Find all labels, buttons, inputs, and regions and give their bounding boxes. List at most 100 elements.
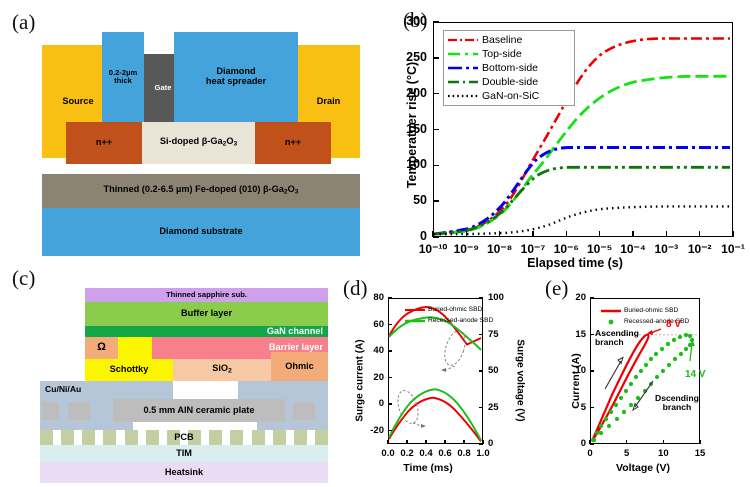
legend-label-buried-ohmic-e: Buried-ohmic SBD [624,307,679,314]
pcb-via [272,430,286,445]
y-tick-right-mark [479,333,483,336]
panel-d-label: (d) [343,276,368,300]
gan-channel-label: GaN channel [266,325,323,336]
legend-item-top-side: Top-side [444,47,574,61]
legend-item-baseline: Baseline [444,33,574,47]
heatsink-layer: Heatsink [40,462,328,483]
x-tick-label: 10⁻⁵ [586,242,613,256]
y-tick-label: 80 [373,292,384,303]
current-annotation-ellipse [397,390,419,424]
tim-layer-label: TIM [176,447,192,458]
ain-row-bg2 [40,422,133,430]
legend-item-buried-ohmic-e: Buried-ohmic SBD [601,305,689,316]
x-tick-label: 10⁻⁶ [553,242,579,256]
y-tick-mark [433,236,439,238]
arrow-8v [650,328,662,334]
ain-pad-right-inner [293,402,315,420]
x-tick-mark [432,231,434,237]
arrowhead-descending [632,402,639,412]
schottky-contact-label: Schottky [109,364,149,375]
arrow-descending [634,380,654,408]
x-tick-label: 0 [587,448,593,459]
si-doped-channel-label: Si-doped β-Ga2O3 [159,136,238,148]
ain-row-bg3 [257,422,328,430]
voltage-8v-annotation: 8 V [666,319,682,330]
panel-e-y-axis-title: Current (A) [570,353,582,409]
x-tick-label: 0.0 [381,448,395,459]
x-tick-mark [425,440,427,444]
x-tick-label: 10⁻⁷ [520,242,546,256]
y-tick-mark [388,376,392,379]
series-baseline-curve [433,37,730,236]
arrow-ascending [604,360,622,390]
gan-channel: GaN channel [85,326,328,337]
legend-label-baseline: Baseline [482,34,523,46]
panel-b-legend: Baseline Top-side Bottom-side Double-sid… [443,30,575,106]
series-top-side-curve [433,74,730,236]
arrowhead-14v [689,340,695,346]
y-tick-label: 15 [575,328,586,340]
x-tick-label: 10⁻² [687,242,712,256]
y-tick-mark [388,323,392,326]
ain-gap-below [133,422,257,430]
x-tick-label: 0.2 [400,448,414,459]
panel-a-label: (a) [12,10,36,34]
pcb-via [103,430,117,445]
series-double-side-curve [433,165,730,236]
arrowhead-8v [647,330,653,335]
barrier-layer-label: Barrier layer [268,342,323,353]
y-tick-label: 300 [406,14,427,28]
legend-item-buried-ohmic: Buried-ohmic SBD [405,304,493,315]
y-tick-mark [590,333,594,336]
ascending-branch-annotation: Ascending branch [595,328,639,348]
y-tick-mark [433,128,439,131]
pcb-via [82,430,96,445]
x-tick-mark [632,231,634,237]
y-tick-right-mark [479,370,483,372]
x-tick-label: 10⁻⁸ [486,242,513,256]
legend-label-recessed-anode-e: Recessed-anode SBD [624,318,690,325]
x-tick-label: 15 [694,448,706,459]
y-tick-right-mark [479,443,483,445]
y-tick-label: 200 [406,85,427,100]
x-tick-mark [444,440,446,444]
cu-ni-au-metal-label: Cu/Ni/Au [45,384,82,395]
diamond-substrate: Diamond substrate [42,208,360,256]
cu-ni-au-gap-top [173,381,238,399]
x-tick-label: 0.4 [419,448,433,459]
panel-b-label: (b) [403,8,428,32]
y-tick-mark [590,443,594,445]
pcb-via [315,430,328,445]
y-tick-right-label: 50 [488,365,499,376]
pcb-via [230,430,244,445]
y-tick-label: 20 [575,292,586,303]
ain-ceramic-plate-label: 0.5 mm AlN ceramic plate [143,404,255,415]
series-bottom-side-curve [433,146,730,236]
y-tick-mark [433,92,439,95]
y-tick-right-label: 0 [488,438,494,449]
y-tick-right-label: 100 [488,292,504,303]
x-tick-label: 0.6 [438,448,452,459]
x-tick-mark [699,440,701,444]
series-buried-ohmic-voltage [388,396,482,443]
voltage-annotation-arrow [445,365,456,371]
ain-pad-left-inner [68,402,90,420]
pcb-via [40,430,53,445]
x-tick-label: 0.8 [457,448,471,459]
x-tick-mark [565,231,568,237]
diamond-heat-spreader: Diamond heat spreader [174,32,298,122]
npp-drain-region-label: n++ [284,137,302,148]
descending-branch-annotation: Dscending branch [655,393,699,413]
panel-d-x-axis-title: Time (ms) [403,462,453,474]
y-tick-right-label: 25 [488,401,499,413]
arrowhead-ascending [617,356,624,365]
y-tick-mark [433,200,439,202]
diamond-thin-film: 0.2-2µm thick [102,32,144,122]
pcb-via [166,430,180,445]
diamond-substrate-label: Diamond substrate [159,226,243,237]
pcb-via [188,430,202,445]
ain-ceramic-plate: 0.5 mm AlN ceramic plate [113,399,285,422]
y-tick-mark [433,57,439,59]
y-tick-mark [590,406,594,409]
y-tick-label: 250 [406,49,427,64]
